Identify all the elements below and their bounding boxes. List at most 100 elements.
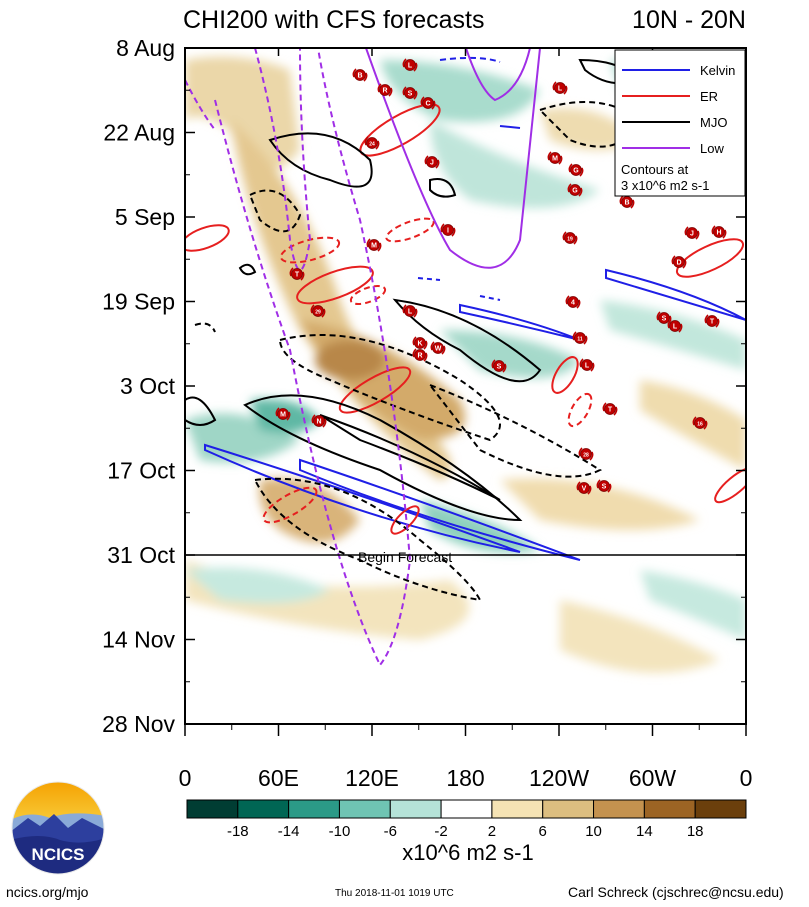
legend-label-low: Low — [700, 141, 724, 156]
forecast-label: Begin Forecast — [358, 549, 452, 565]
storm-label: R — [417, 353, 422, 360]
storm-label: 4 — [571, 300, 575, 307]
x-tick-label: 0 — [740, 765, 753, 791]
storm-label: B — [624, 200, 629, 207]
y-tick-label: 14 Nov — [102, 627, 175, 653]
storm-marker: N — [311, 414, 327, 428]
legend-note-line1: Contours at — [621, 162, 689, 177]
footer-timestamp: Thu 2018-11-01 1019 UTC — [335, 888, 454, 899]
y-tick-label: 8 Aug — [116, 35, 175, 61]
colorbar-swatch — [288, 799, 340, 819]
storm-label: S — [408, 91, 413, 98]
storm-marker: 11 — [572, 331, 588, 345]
colorbar: -18 -14 -10 -6 -2 2 6 10 14 18 — [186, 799, 747, 840]
storm-marker: R — [377, 83, 393, 97]
colorbar-swatch — [491, 799, 544, 819]
x-tick-label: 180 — [446, 765, 484, 791]
storm-label: G — [573, 168, 579, 175]
x-tick-label: 120W — [529, 765, 589, 791]
er-contours — [185, 103, 746, 535]
colorbar-swatch — [338, 799, 391, 819]
storm-marker: K — [412, 336, 428, 350]
storm-marker: M — [275, 407, 291, 421]
storm-label: C — [425, 101, 430, 108]
storm-label: 19 — [567, 237, 573, 243]
colorbar-label: 2 — [488, 823, 496, 840]
x-tick-label: 0 — [179, 765, 192, 791]
legend-label-er: ER — [700, 89, 718, 104]
storm-marker: 4 — [565, 295, 581, 309]
y-tick-label: 31 Oct — [107, 542, 175, 568]
y-tick-label: 17 Oct — [107, 458, 175, 484]
x-axis: 0 60E 120E 180 120W 60W 0 — [179, 48, 753, 791]
storm-label: 29 — [315, 310, 321, 316]
storm-label: I — [447, 228, 449, 235]
colorbar-label: 14 — [636, 823, 653, 840]
colorbar-swatch — [440, 799, 493, 819]
storm-marker: J — [684, 226, 700, 240]
storm-marker: M — [547, 151, 563, 165]
chart-title: CHI200 with CFS forecasts — [183, 6, 485, 34]
storm-marker: M — [366, 238, 382, 252]
storm-label: L — [558, 86, 563, 93]
storm-label: L — [408, 63, 413, 70]
storm-marker: L — [667, 319, 683, 333]
storm-marker: 28 — [578, 447, 594, 461]
storm-label: 11 — [577, 337, 583, 343]
storm-label: 24 — [369, 142, 375, 148]
footer-author: Carl Schreck (cjschrec@ncsu.edu) — [568, 884, 784, 900]
storm-label: L — [673, 324, 678, 331]
mjo-contours — [185, 58, 642, 602]
legend-note-line2: 3 x10^6 m2 s-1 — [621, 178, 709, 193]
y-axis: 8 Aug 22 Aug 5 Sep 19 Sep 3 Oct 17 Oct 31 Oct 1… — [102, 35, 746, 737]
storm-marker: L — [402, 304, 418, 318]
storm-marker: R — [412, 348, 428, 362]
storm-label: T — [710, 319, 715, 326]
colorbar-swatch — [542, 799, 595, 819]
colorbar-label: 6 — [539, 823, 547, 840]
x-tick-label: 60E — [258, 765, 299, 791]
storm-marker: B — [352, 68, 368, 82]
storm-label: B — [357, 73, 362, 80]
ncics-logo: NCICS — [10, 780, 106, 876]
colorbar-swatch — [694, 799, 747, 819]
storm-label: T — [295, 272, 300, 279]
y-tick-label: 28 Nov — [102, 711, 175, 737]
colorbar-units: x10^6 m2 s-1 — [402, 840, 533, 865]
storm-marker: 29 — [310, 304, 326, 318]
footer-left[interactable]: ncics.org/mjo — [6, 884, 89, 900]
storm-marker: S — [491, 359, 507, 373]
colorbar-label: -14 — [278, 823, 300, 840]
storm-marker: 19 — [562, 231, 578, 245]
colorbar-label: -10 — [329, 823, 351, 840]
storm-label: T — [608, 407, 613, 414]
logo-text: NCICS — [32, 845, 85, 864]
storm-marker: L — [579, 358, 595, 372]
colorbar-swatch — [643, 799, 696, 819]
storm-marker: G — [568, 163, 584, 177]
y-tick-label: 19 Sep — [102, 289, 175, 315]
storm-label: L — [408, 309, 413, 316]
storm-label: D — [676, 260, 681, 267]
y-tick-label: 3 Oct — [120, 373, 176, 399]
storm-marker: J — [424, 155, 440, 169]
storm-marker: H — [711, 225, 727, 239]
storm-marker: L — [402, 58, 418, 72]
storm-marker: T — [602, 402, 618, 416]
colorbar-swatch — [593, 799, 645, 819]
storm-label: 16 — [697, 422, 703, 428]
storm-label: S — [662, 316, 667, 323]
storm-marker: S — [596, 479, 612, 493]
colorbar-label: 10 — [585, 823, 602, 840]
storm-marker: 16 — [692, 416, 708, 430]
colorbar-label: 18 — [687, 823, 704, 840]
storm-marker: G — [567, 183, 583, 197]
storm-label: S — [602, 484, 607, 491]
storm-label: L — [585, 363, 590, 370]
storm-label: H — [716, 230, 721, 237]
x-tick-label: 60W — [629, 765, 677, 791]
storm-label: J — [690, 231, 694, 238]
storm-marker: C — [420, 96, 436, 110]
storm-label: R — [382, 88, 387, 95]
